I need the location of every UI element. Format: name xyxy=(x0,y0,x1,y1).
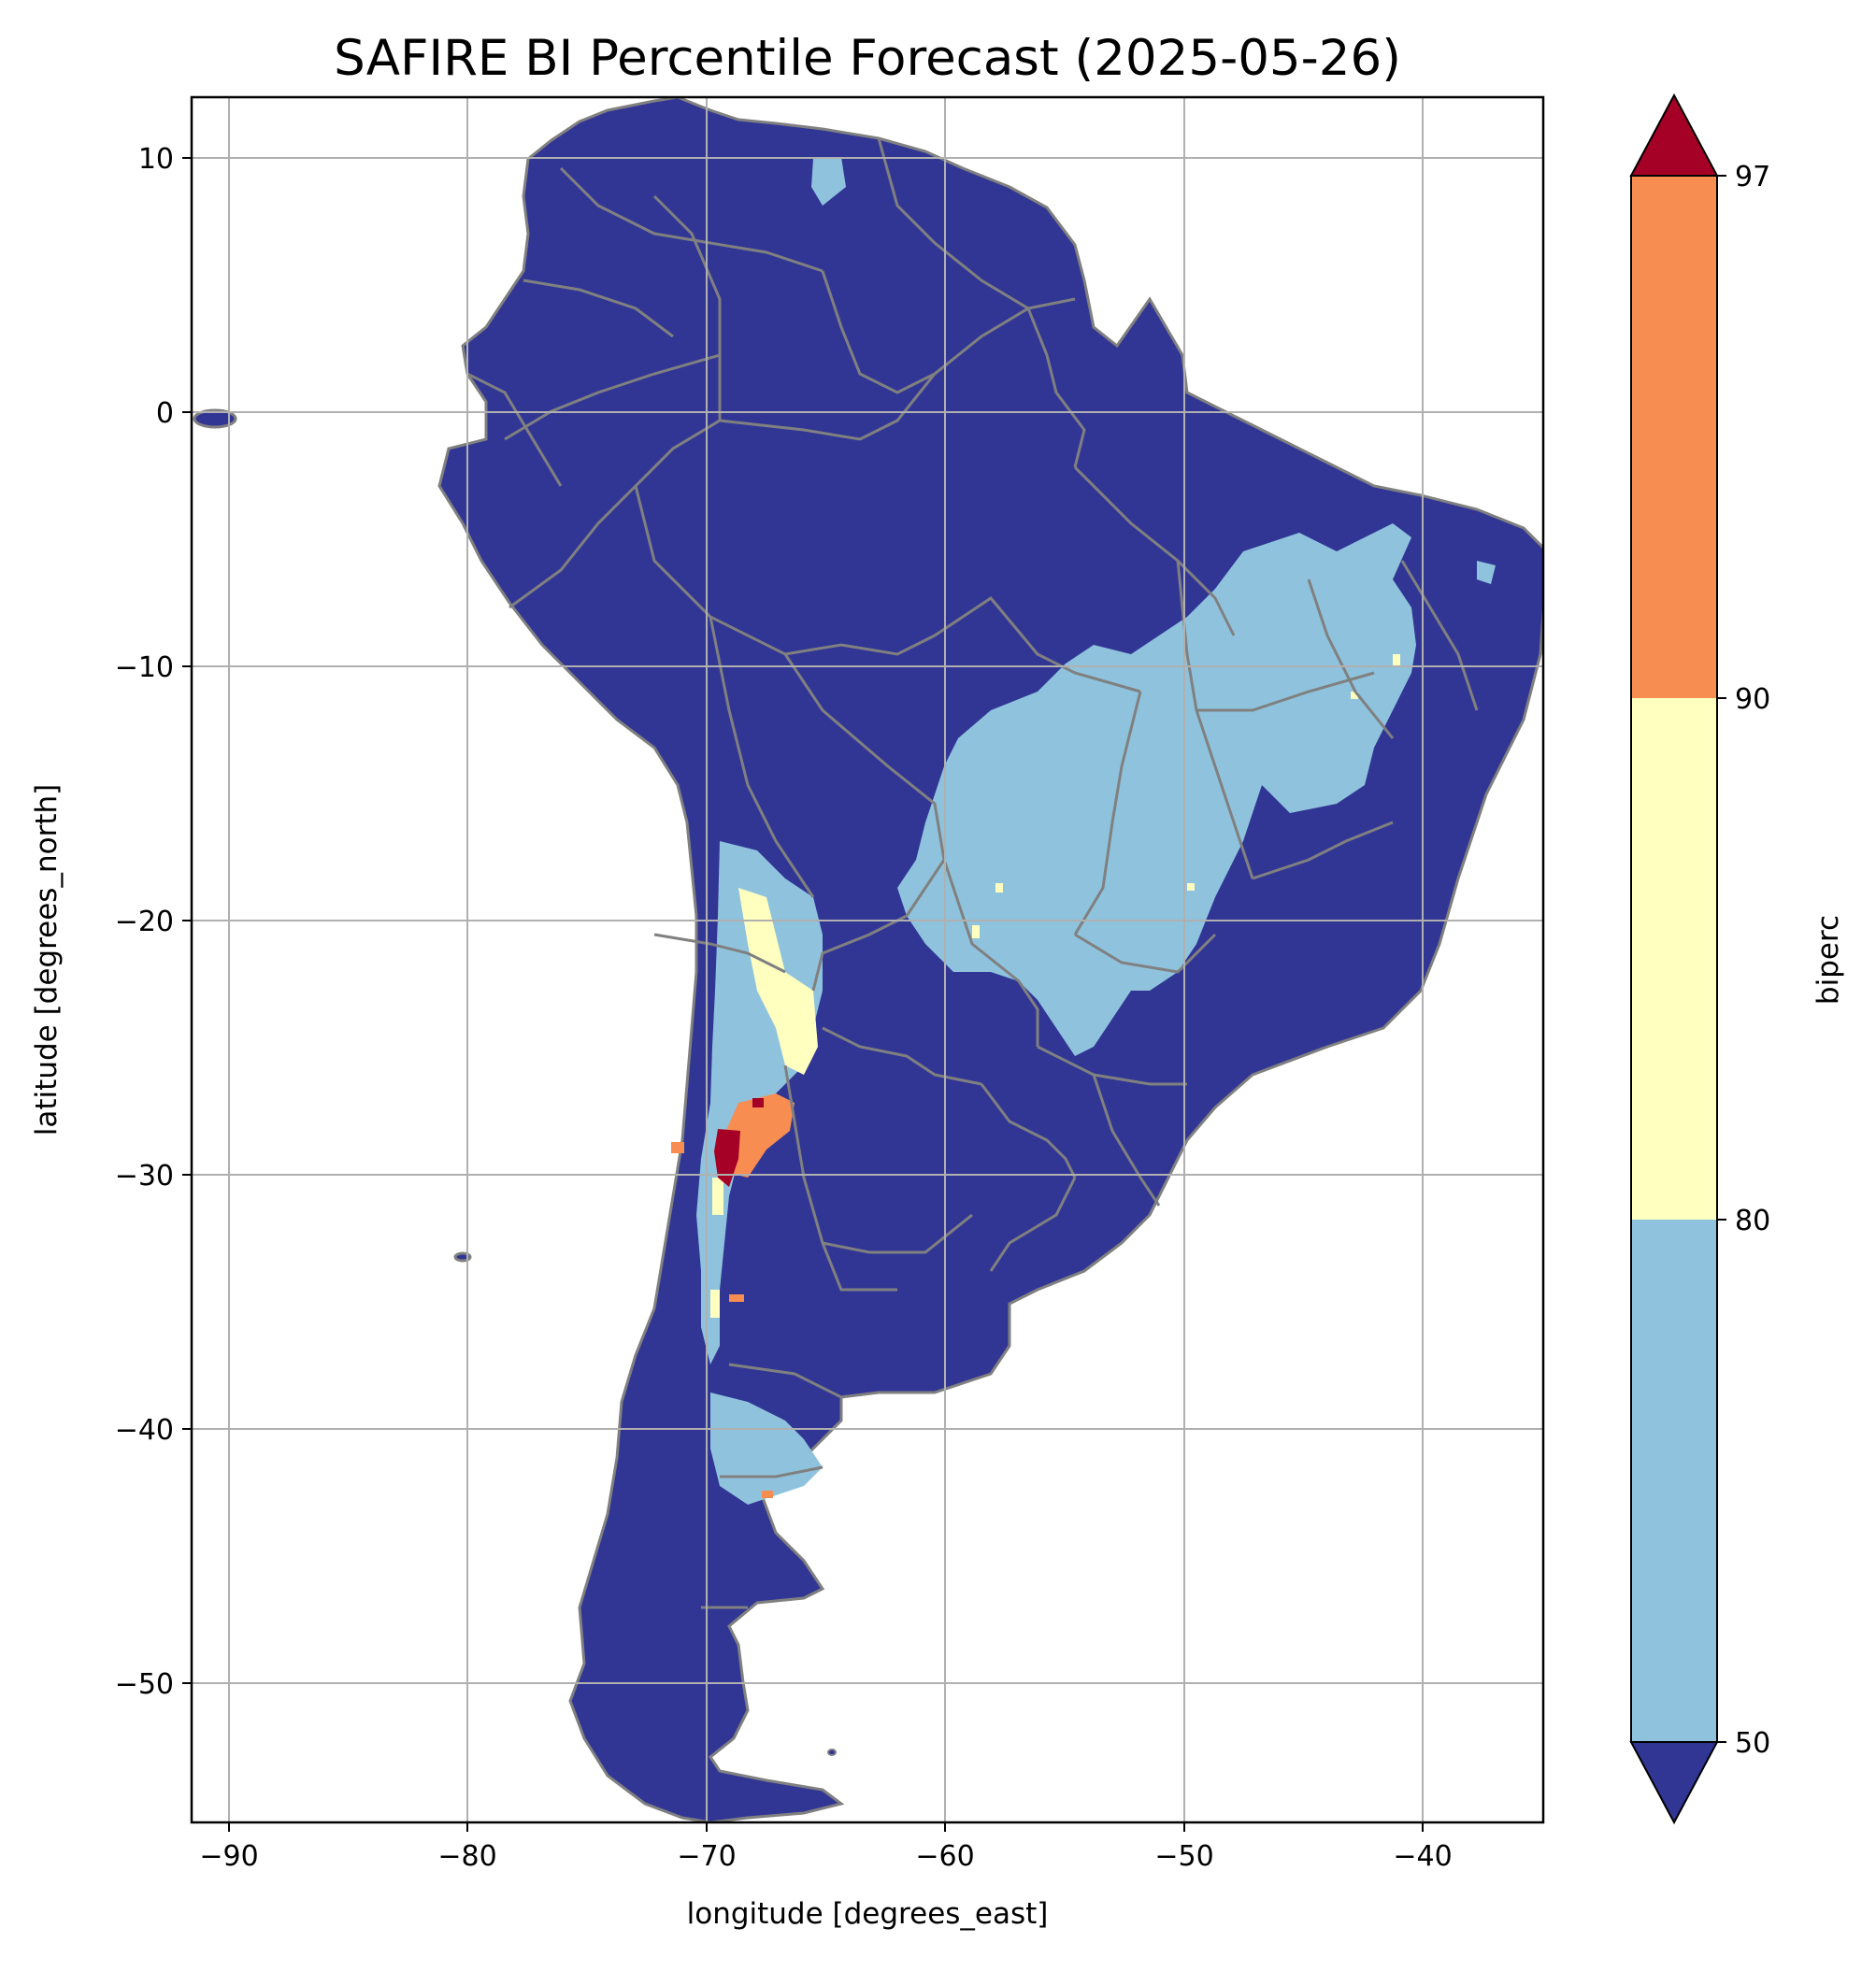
falkland-islands xyxy=(827,1749,837,1756)
border-line xyxy=(1037,1045,1187,1086)
border-line xyxy=(1074,933,1217,974)
x-tick-label: −60 xyxy=(915,1840,974,1873)
longitude-gridlines xyxy=(228,97,1424,1822)
y-tick-label: 0 xyxy=(156,397,174,430)
andes-above-97-patch xyxy=(714,1129,740,1187)
andes-above-97-patch xyxy=(752,1098,764,1107)
latitude-gridlines xyxy=(192,157,1543,1684)
colorbar-tick-label: 90 xyxy=(1735,683,1770,716)
venezuela-region xyxy=(811,157,846,206)
border-line xyxy=(811,914,908,992)
y-tick-label: −50 xyxy=(115,1668,174,1701)
colorbar-tick-label: 50 xyxy=(1735,1727,1770,1760)
colorbar-segment-90-97 xyxy=(1631,176,1717,698)
x-tick-label: −80 xyxy=(437,1840,496,1873)
colorbar-segment-80-90 xyxy=(1631,698,1717,1220)
percentile-above-97-areas xyxy=(714,1098,764,1187)
galapagos-islands xyxy=(193,408,237,429)
brazil-highlands-region xyxy=(897,523,1416,1056)
x-tick-label: −70 xyxy=(677,1840,736,1873)
x-tick-label: −90 xyxy=(199,1840,258,1873)
y-tick-label: −40 xyxy=(115,1414,174,1447)
border-line xyxy=(508,419,721,609)
border-line xyxy=(822,1213,973,1254)
border-line xyxy=(720,1465,823,1478)
brazil-80-90-patch xyxy=(1351,692,1358,699)
border-line xyxy=(504,353,721,441)
border-line xyxy=(934,596,1141,693)
colorbar: 97 90 80 50 biperc xyxy=(1629,93,1845,1825)
border-line xyxy=(466,372,563,487)
border-line xyxy=(821,270,936,394)
political-borders xyxy=(466,137,1479,1609)
border-line xyxy=(1176,560,1254,879)
andes-80-90-patch xyxy=(738,888,818,1075)
border-line xyxy=(523,279,674,338)
brazil-80-90-patch xyxy=(1393,654,1400,665)
andes-80-90-patch xyxy=(712,1178,723,1215)
border-line xyxy=(942,859,1039,1047)
andes-90-97-patch xyxy=(671,1142,684,1153)
border-line xyxy=(1026,307,1086,468)
x-axis: −90 −80 −70 −60 −50 −40 longitude [degre… xyxy=(199,1822,1453,1931)
x-tick-label: −40 xyxy=(1393,1840,1452,1873)
border-line xyxy=(877,137,1076,310)
y-axis: 10 0 −10 −20 −30 −40 −50 latitude [degre… xyxy=(30,143,192,1701)
border-line xyxy=(989,1177,1077,1272)
colorbar-extend-top xyxy=(1629,93,1719,177)
y-tick-label: −30 xyxy=(115,1160,174,1193)
percentile-80-90-areas xyxy=(710,654,1400,1318)
colorbar-segment-50-80 xyxy=(1631,1220,1717,1742)
border-line xyxy=(822,1026,982,1086)
x-tick-label: −50 xyxy=(1154,1840,1213,1873)
brazil-80-90-patch xyxy=(1187,883,1195,891)
chart-title: SAFIRE BI Percentile Forecast (2025-05-2… xyxy=(334,30,1401,87)
border-line xyxy=(1252,821,1394,880)
border-line xyxy=(1400,560,1479,711)
colorbar-frame xyxy=(1630,175,1718,1743)
border-line xyxy=(728,1363,842,1399)
y-tick-label: −10 xyxy=(115,651,174,684)
y-axis-label: latitude [degrees_north] xyxy=(30,784,64,1135)
border-line xyxy=(980,1083,1077,1178)
northeast-coast-region xyxy=(1477,561,1496,584)
map-frame xyxy=(190,95,1545,1824)
x-axis-label: longitude [degrees_east] xyxy=(687,1897,1049,1931)
border-line xyxy=(719,307,1029,441)
border-line xyxy=(709,616,815,898)
border-line xyxy=(559,166,823,273)
andes-90-97-patch xyxy=(729,1294,744,1302)
map-axes xyxy=(190,95,1545,1824)
colorbar-tick-label: 97 xyxy=(1735,161,1770,193)
colorbar-extend-bottom xyxy=(1629,1741,1719,1825)
y-tick-label: −20 xyxy=(115,906,174,938)
border-line xyxy=(783,653,946,917)
border-line xyxy=(1092,1074,1161,1207)
border-line xyxy=(783,1064,897,1292)
border-line xyxy=(1307,578,1395,739)
andes-90-97-patch xyxy=(762,1491,773,1498)
colorbar-label: biperc xyxy=(1812,915,1845,1005)
border-line xyxy=(1073,691,1142,936)
colorbar-tick-label: 80 xyxy=(1735,1205,1770,1237)
andes-80-90-patch xyxy=(710,1290,720,1318)
y-tick-label: 10 xyxy=(138,143,174,176)
brazil-80-90-patch xyxy=(972,925,980,938)
brazil-80-90-patch xyxy=(995,883,1003,893)
border-line xyxy=(1196,671,1375,712)
border-line xyxy=(653,933,786,974)
